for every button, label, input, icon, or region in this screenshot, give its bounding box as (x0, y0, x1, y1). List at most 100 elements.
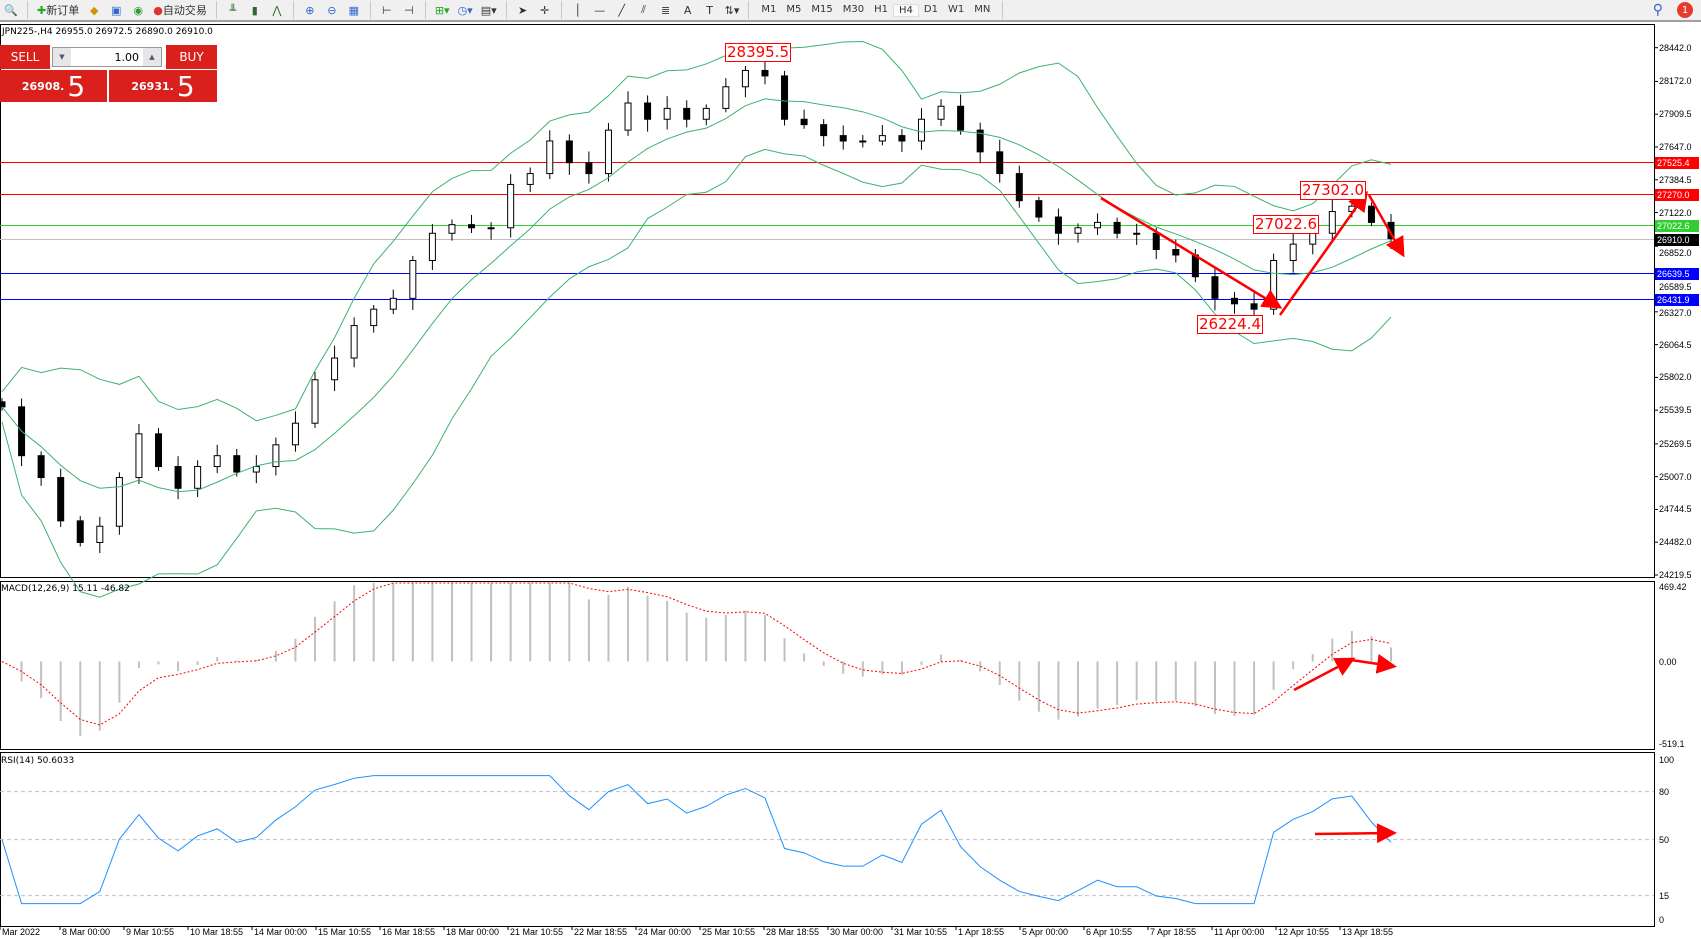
time-axis-label: 7 Apr 18:55 (1150, 927, 1197, 937)
one-click-trading-panel: SELL ▼ 1.00 ▲ BUY 26908. 5 26931. 5 (0, 45, 217, 103)
timeframe-m15[interactable]: M15 (811, 3, 833, 15)
timeframe-mn[interactable]: MN (974, 3, 991, 15)
signals-icon[interactable]: ◉ (133, 3, 144, 17)
candle-body (546, 140, 554, 175)
candle-body (233, 455, 241, 473)
new-order-button[interactable]: ✚ 新订单 (35, 1, 81, 19)
text-label-icon[interactable]: T (706, 3, 713, 17)
macd-axis-label: -519.1 (1659, 739, 1685, 749)
line-chart-icon[interactable]: ⋀ (272, 3, 282, 17)
candle-body (1054, 216, 1062, 234)
zoom-in-icon[interactable]: ⊕ (305, 3, 315, 17)
timeframe-h1[interactable]: H1 (874, 3, 888, 15)
auto-scroll-icon[interactable]: ⊢ (382, 3, 392, 17)
candle-body (624, 102, 632, 131)
candle-body (37, 455, 45, 479)
candle-body (996, 151, 1004, 175)
chart-shift-icon[interactable]: ⊣ (404, 3, 414, 17)
timeframe-m1[interactable]: M1 (761, 3, 777, 15)
lot-increase-button[interactable]: ▲ (143, 48, 161, 66)
price-axis-label: 25539.5 (1659, 405, 1692, 416)
time-axis-label: 1 Apr 18:55 (958, 927, 1005, 937)
text-icon[interactable]: A (683, 3, 692, 17)
tile-windows-icon[interactable]: ▦ (348, 3, 360, 17)
candle-body (1309, 232, 1317, 245)
level-price-tag: 26639.5 (1655, 267, 1699, 280)
new-order-label: 新订单 (46, 4, 80, 17)
candle-body (1074, 227, 1082, 234)
buy-price[interactable]: 26931. 5 (109, 70, 217, 103)
time-axis-label: 18 Mar 00:00 (446, 927, 500, 937)
timeframe-w1[interactable]: W1 (947, 3, 965, 15)
periods-icon[interactable]: ◷▾ (457, 3, 473, 17)
price-axis-label: 26327.0 (1659, 307, 1692, 318)
price-axis-label: 25802.0 (1659, 372, 1692, 383)
price-annotation: 27022.6 (1253, 215, 1320, 234)
candle-body (1015, 173, 1023, 202)
vertical-line-icon[interactable]: │ (574, 3, 581, 17)
zoom-out-icon[interactable]: ⊖ (327, 3, 337, 17)
price-axis-label: 26064.5 (1659, 339, 1692, 350)
channel-icon[interactable]: ⫽ (641, 3, 647, 16)
macd-axis-label: 469.42 (1659, 582, 1687, 592)
price-axis-label: 24744.5 (1659, 504, 1692, 515)
lot-decrease-button[interactable]: ▼ (53, 48, 71, 66)
lot-size-value[interactable]: 1.00 (114, 50, 140, 64)
navigator-icon[interactable]: ▣ (111, 3, 122, 17)
candle-body (115, 477, 123, 527)
crosshair-icon[interactable]: ✛ (540, 3, 550, 17)
sell-price[interactable]: 26908. 5 (0, 70, 107, 103)
candle-body (194, 466, 202, 489)
price-axis-label: 27909.5 (1659, 109, 1692, 120)
horizontal-line-icon[interactable]: — (594, 3, 606, 17)
buy-button[interactable]: BUY (166, 45, 217, 69)
time-axis-label: 22 Mar 18:55 (574, 927, 628, 937)
candle-body (76, 520, 84, 543)
candle-body (174, 466, 182, 489)
cursor-icon[interactable]: ➤ (518, 3, 528, 17)
candle-body (272, 444, 280, 468)
auto-trading-button[interactable]: ● 自动交易 (151, 1, 209, 19)
search-icon[interactable]: ⚲ (1652, 2, 1663, 18)
templates-icon[interactable]: ▤▾ (480, 3, 497, 17)
level-price-tag: 27270.0 (1655, 188, 1699, 201)
rsi-line (1, 775, 1392, 905)
symbol-info: JPN225-,H4 26955.0 26972.5 26890.0 26910… (2, 27, 213, 37)
candle-body (761, 69, 769, 77)
candle-body (702, 107, 710, 120)
candle-body (917, 118, 925, 142)
candle-body (859, 140, 867, 143)
candle-body (155, 433, 163, 468)
candle-body (409, 259, 417, 299)
indicators-icon[interactable]: ⊞▾ (434, 3, 450, 17)
bollinger-lower (1, 148, 1392, 598)
timeframe-m5[interactable]: M5 (786, 3, 802, 15)
time-axis-label: 21 Mar 10:55 (510, 927, 564, 937)
candle-body (291, 422, 299, 446)
trendline-icon[interactable]: ╱ (618, 3, 625, 17)
candlestick-icon[interactable]: ▮ (251, 3, 258, 17)
candle-body (1230, 297, 1238, 305)
time-axis-label: 12 Apr 10:55 (1278, 927, 1330, 937)
candle-body (448, 224, 456, 234)
price-axis-label: 24219.5 (1659, 570, 1692, 580)
candle-body (1328, 211, 1336, 234)
level-price-tag: 27022.6 (1655, 219, 1699, 232)
price-axis-label: 26852.0 (1659, 247, 1692, 258)
price-annotation: 27302.0 (1300, 181, 1367, 200)
notifications-badge[interactable]: 1 (1677, 2, 1693, 18)
timeframe-d1[interactable]: D1 (923, 3, 938, 15)
arrows-icon[interactable]: ⇅▾ (724, 3, 740, 17)
search-icon[interactable]: 🔍 (4, 3, 18, 17)
timeframe-m30[interactable]: M30 (842, 3, 865, 15)
candle-body (370, 308, 378, 327)
bar-chart-icon[interactable]: ╨ (229, 3, 237, 17)
fibonacci-icon[interactable]: ≣ (661, 3, 671, 17)
market-watch-icon[interactable]: ◆ (89, 3, 99, 17)
lot-size-field[interactable]: ▼ 1.00 ▲ (52, 47, 162, 67)
timeframe-h4[interactable]: H4 (892, 3, 919, 17)
time-axis-label: 16 Mar 18:55 (382, 927, 436, 937)
sell-button[interactable]: SELL (0, 45, 50, 69)
candle-body (96, 525, 104, 543)
